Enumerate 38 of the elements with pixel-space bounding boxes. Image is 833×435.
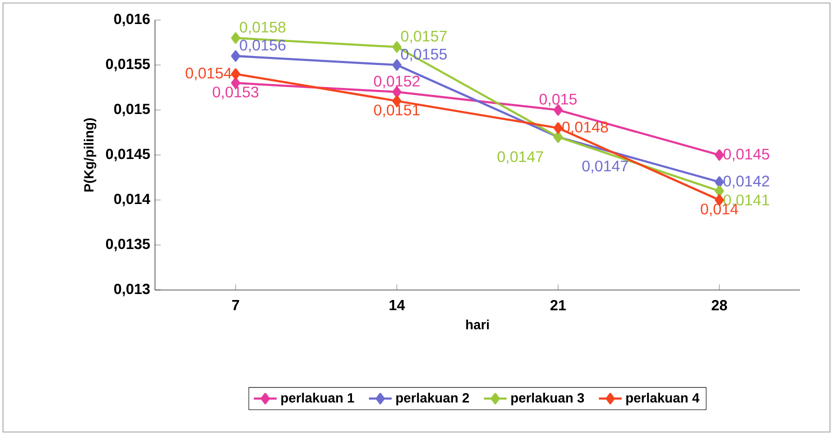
y-tick-label: 0,0135 — [106, 238, 150, 252]
x-tick-label: 14 — [390, 300, 405, 310]
legend-label: perlakuan 1 — [281, 392, 354, 406]
data-label: 0,0147 — [498, 151, 544, 164]
data-label: 0,0153 — [212, 86, 258, 100]
x-tick-label: 21 — [550, 300, 566, 310]
data-label: 0,0154 — [186, 68, 232, 80]
data-label: 0,0158 — [240, 22, 286, 34]
data-label: 0,0148 — [562, 122, 608, 134]
data-label: 0,0152 — [374, 76, 420, 88]
data-label: 0,0145 — [724, 148, 770, 162]
y-tick-label: 0,0155 — [106, 58, 150, 72]
data-label: 0,015 — [540, 94, 577, 106]
y-tick-label: 0,0145 — [106, 148, 150, 162]
point — [231, 50, 240, 62]
y-axis-title: P(Kg/piling) — [84, 118, 96, 192]
y-tick-label: 0,016 — [114, 14, 150, 26]
y-tick-label: 0,013 — [114, 284, 150, 296]
point — [231, 32, 240, 44]
point — [392, 41, 402, 53]
x-tick-label: 7 — [232, 300, 240, 310]
data-label: 0,0156 — [240, 40, 286, 52]
data-label: 0,0142 — [724, 176, 770, 188]
point — [231, 68, 240, 80]
y-tick-label: 0,015 — [114, 104, 150, 116]
data-label: 0,0157 — [401, 30, 447, 44]
data-label: 0,0147 — [582, 160, 628, 174]
data-label: 0,0151 — [374, 104, 420, 118]
legend-label: perlakuan 3 — [511, 392, 584, 406]
x-tick-label: 28 — [712, 300, 728, 310]
y-tick-label: 0,014 — [114, 194, 150, 206]
point — [392, 59, 402, 71]
x-axis-title: hari — [466, 320, 489, 330]
legend-label: perlakuan 4 — [626, 392, 700, 406]
point — [714, 185, 724, 197]
point — [714, 149, 724, 161]
point — [714, 176, 724, 188]
legend-label: perlakuan 2 — [396, 392, 469, 406]
